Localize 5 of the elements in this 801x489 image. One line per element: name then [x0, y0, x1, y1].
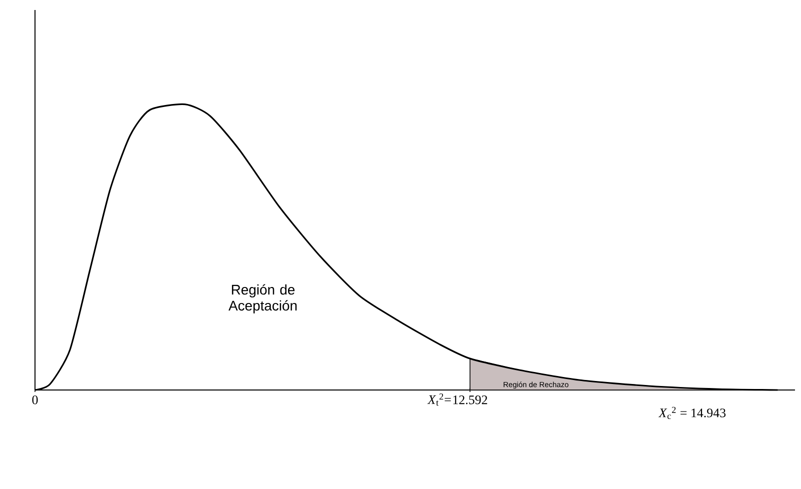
- annotation: Región de Aceptación: [228, 284, 297, 314]
- text: X$_{t}$$^{2}$=: [427, 394, 451, 406]
- x-tick-label: 12.592: [453, 396, 488, 404]
- text: X$_{c}$$^{2}$ = 14.943: [658, 406, 726, 420]
- x-tick-label: 0: [32, 396, 38, 404]
